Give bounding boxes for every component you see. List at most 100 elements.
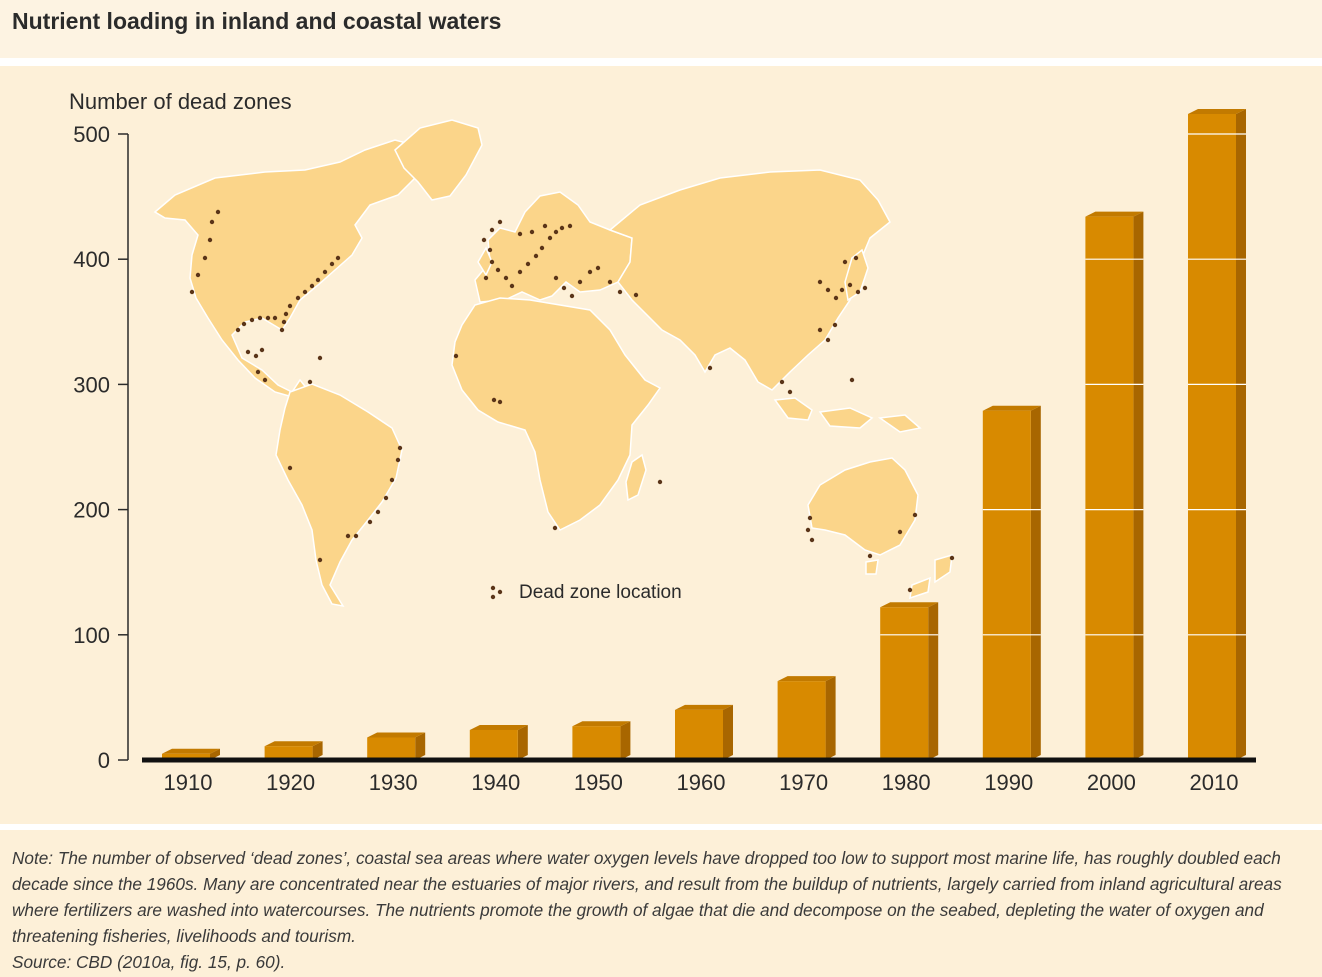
bar-1940 xyxy=(469,724,528,760)
dead-zone-dot xyxy=(257,315,263,321)
dead-zone-dot xyxy=(383,495,389,501)
bar-side xyxy=(723,704,733,760)
dead-zone-dot xyxy=(215,209,221,215)
dead-zone-dot xyxy=(833,295,839,301)
dead-zone-dot xyxy=(317,355,323,361)
bar-side xyxy=(928,602,939,760)
bar-side xyxy=(415,732,426,760)
bar-side xyxy=(517,724,528,760)
bar-1970 xyxy=(777,676,836,760)
dead-zone-dot xyxy=(949,555,955,561)
dead-zone-dot xyxy=(389,477,395,483)
dead-zone-dot xyxy=(517,231,523,237)
bar-1920 xyxy=(264,741,323,760)
dead-zone-dot xyxy=(489,259,495,265)
map-legend-label: Dead zone location xyxy=(519,582,682,603)
bar-front xyxy=(469,729,518,760)
dead-zone-dot xyxy=(529,229,535,235)
dead-zone-dot xyxy=(287,303,293,309)
dead-zone-dot xyxy=(375,509,381,515)
dead-zone-dot xyxy=(281,319,287,325)
dead-zone-dot xyxy=(259,347,265,353)
dead-zone-dot xyxy=(809,537,815,543)
bar-top xyxy=(982,405,1041,411)
dead-zone-dot xyxy=(825,337,831,343)
dead-zone-dot xyxy=(587,269,593,275)
africa-shape xyxy=(451,297,662,531)
dead-zone-dot xyxy=(862,285,868,291)
bar-side xyxy=(620,721,631,760)
bar-top xyxy=(1188,108,1246,114)
dead-zone-dot xyxy=(832,322,838,328)
dead-zone-dot xyxy=(539,245,545,251)
dead-zone-dot xyxy=(453,353,459,359)
x-tick-label: 1990 xyxy=(984,770,1033,795)
bar-front xyxy=(880,607,929,760)
world-map xyxy=(153,119,953,608)
dead-zone-dot xyxy=(491,397,497,403)
dead-zone-dot xyxy=(317,557,323,563)
x-tick-label: 1980 xyxy=(882,770,931,795)
x-tick-label: 1920 xyxy=(266,770,315,795)
dead-zone-dot xyxy=(353,533,359,539)
bar-side xyxy=(1133,211,1144,760)
dead-zone-dot xyxy=(287,465,293,471)
north-america-shape xyxy=(153,139,426,399)
dead-zone-dot xyxy=(839,287,845,293)
dead-zone-dot xyxy=(497,399,503,405)
dead-zone-dot xyxy=(481,237,487,243)
bar-front xyxy=(982,410,1031,760)
dead-zone-dot xyxy=(553,229,559,235)
bar-2000 xyxy=(1085,211,1144,760)
dead-zone-dot xyxy=(255,369,261,375)
bar-1990 xyxy=(982,405,1041,760)
dead-zone-dot xyxy=(283,311,289,317)
dead-zone-dot xyxy=(569,293,575,299)
bar-front xyxy=(675,709,723,760)
dead-zone-dot xyxy=(657,479,663,485)
dead-zone-dot xyxy=(487,247,493,253)
bar-front xyxy=(264,746,313,760)
y-tick-label: 300 xyxy=(73,372,110,397)
x-tick-label: 1970 xyxy=(779,770,828,795)
bar-side xyxy=(1236,108,1246,760)
x-axis-ticks: 1910 1920 1930 1940 1950 1960 1970 1980 1990 2000… xyxy=(164,770,1239,795)
dead-zone-dot xyxy=(335,255,341,261)
y-tick-label: 200 xyxy=(73,498,110,523)
y-axis-ticks: 0 100 200 300 400 500 xyxy=(73,122,128,773)
x-tick-label: 1940 xyxy=(471,770,520,795)
dead-zone-dot xyxy=(202,255,208,261)
bar-top xyxy=(777,676,836,682)
bar-top xyxy=(675,704,733,710)
dead-zone-dot xyxy=(577,279,583,285)
bar-top xyxy=(880,602,939,608)
dead-zone-dot xyxy=(509,283,515,289)
dead-zone-dot xyxy=(497,219,503,225)
x-tick-label: 2000 xyxy=(1087,770,1136,795)
dead-zone-dot xyxy=(207,237,213,243)
note-source: Source: CBD (2010a, fig. 15, p. 60). xyxy=(12,952,286,972)
dead-zone-dot xyxy=(329,261,335,267)
dead-zone-dot xyxy=(867,553,873,559)
dead-zone-dots xyxy=(189,209,955,593)
dead-zone-dot xyxy=(617,289,623,295)
dead-zone-dot xyxy=(253,353,259,359)
bar-top xyxy=(367,732,426,738)
dead-zone-dot xyxy=(302,289,308,295)
bar-side xyxy=(825,676,836,760)
bar-1930 xyxy=(367,732,426,760)
x-tick-label: 1910 xyxy=(164,770,213,795)
dead-zone-dot xyxy=(265,315,271,321)
bar-front xyxy=(367,737,416,760)
bar-front xyxy=(162,753,210,760)
dead-zone-dot xyxy=(503,275,509,281)
bar-top xyxy=(1085,211,1144,217)
bar-2010 xyxy=(1188,108,1246,760)
greenland-shape xyxy=(394,119,483,201)
bar-side xyxy=(312,741,323,760)
dead-zone-dot xyxy=(707,365,713,371)
dead-zone-dot xyxy=(279,327,285,333)
bar-front xyxy=(1085,216,1134,760)
dead-zone-dot xyxy=(245,349,251,355)
